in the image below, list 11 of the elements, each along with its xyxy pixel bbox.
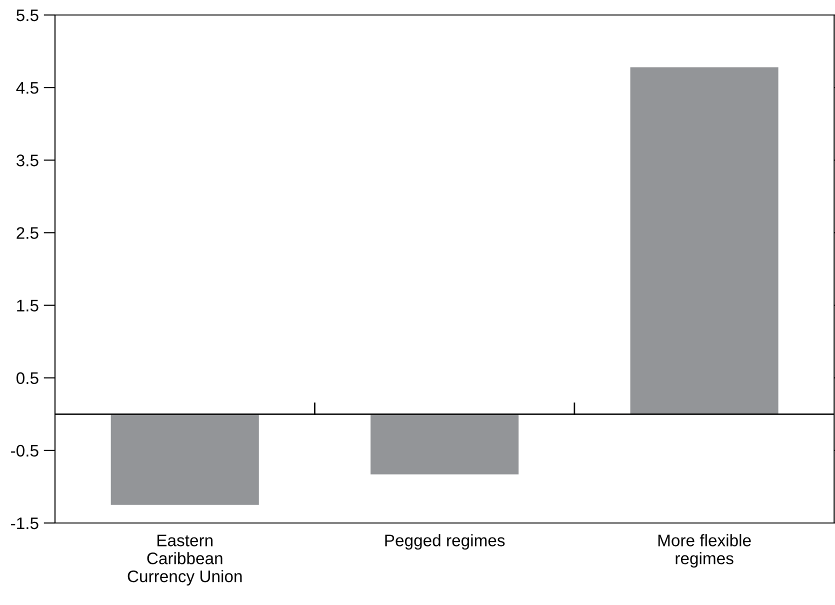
x-tick-label: Eastern Caribbean Currency Union bbox=[128, 534, 242, 586]
x-tick-label: More flexible regimes bbox=[658, 534, 751, 568]
y-tick-label: 0.5 bbox=[16, 372, 38, 384]
y-tick-label: -1.5 bbox=[11, 518, 38, 530]
y-tick-label: 1.5 bbox=[17, 300, 38, 312]
y-tick-label: 3.5 bbox=[16, 154, 38, 166]
y-tick-label: -0.5 bbox=[11, 444, 38, 457]
y-tick-label: 5.5 bbox=[16, 10, 38, 22]
y-tick-label: 2.5 bbox=[16, 227, 38, 239]
y-tick-label: 4.5 bbox=[16, 82, 38, 94]
x-tick-label: Pegged regimes bbox=[385, 534, 505, 550]
